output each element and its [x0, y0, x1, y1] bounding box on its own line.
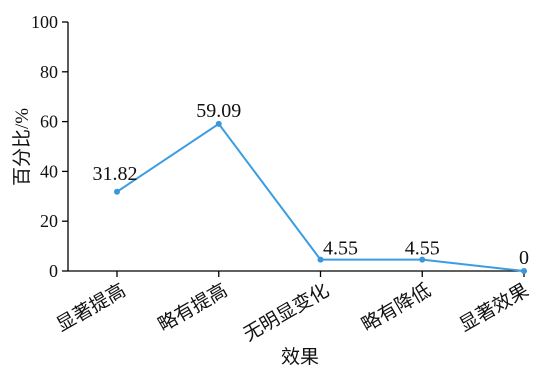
y-tick-label: 20 [40, 211, 58, 231]
y-tick-label: 80 [40, 62, 58, 82]
series-line [116, 122, 525, 272]
data-label: 4.55 [323, 238, 358, 260]
data-point [419, 256, 426, 263]
data-point [114, 188, 120, 195]
x-tick-label: 显著提高 [53, 279, 130, 336]
data-point [521, 268, 527, 274]
series: 31.82 59.09 4.55 4.55 0 [93, 100, 529, 274]
data-label: 4.55 [405, 238, 440, 260]
data-point [317, 256, 324, 263]
x-axis-title: 效果 [281, 346, 319, 368]
y-tick-label: 40 [40, 161, 58, 181]
x-tick-label: 略有降低 [358, 279, 435, 336]
x-axis: 显著提高 略有提高 无明显变化 略有降低 显著效果 [53, 270, 533, 346]
x-tick-label: 无明显变化 [240, 279, 333, 346]
y-tick-label: 0 [49, 261, 58, 281]
data-label: 0 [519, 247, 529, 269]
data-label: 31.82 [93, 163, 138, 185]
x-tick-label: 显著效果 [456, 279, 533, 336]
y-tick-label: 60 [40, 112, 58, 132]
x-tick-label: 略有提高 [154, 279, 231, 336]
data-label: 59.09 [196, 100, 241, 122]
y-tick-label: 100 [31, 12, 58, 32]
y-axis: 0 20 40 60 80 100 [31, 12, 69, 281]
data-point [215, 120, 222, 127]
y-axis-title: 百分比/% [11, 108, 33, 186]
